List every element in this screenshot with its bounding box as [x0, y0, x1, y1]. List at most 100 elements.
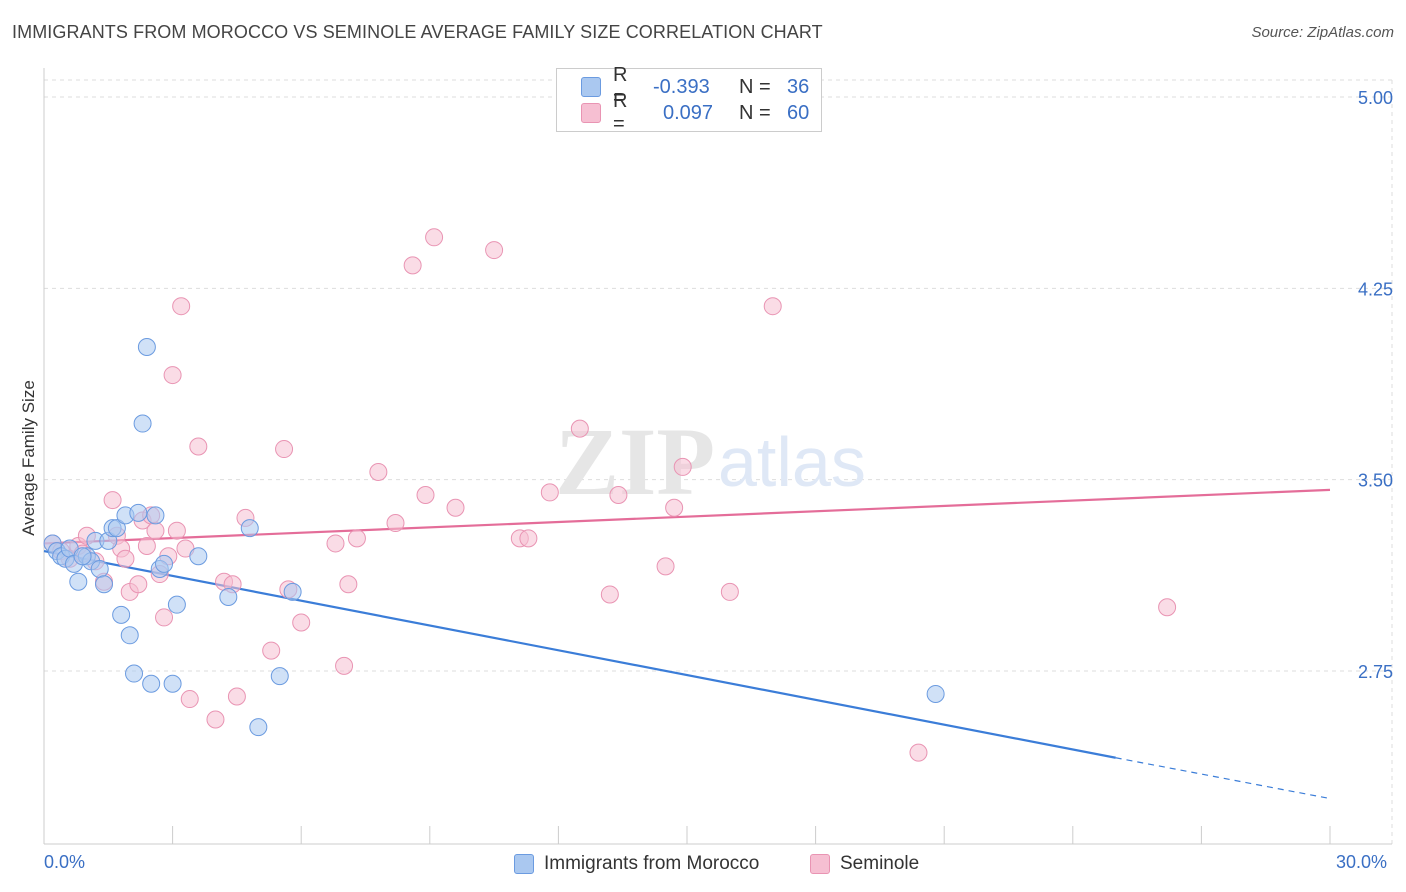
point-morocco-33: [283, 582, 302, 601]
point-morocco-21: [137, 338, 156, 357]
point-morocco-11: [95, 575, 114, 594]
point-seminole-39: [369, 463, 388, 482]
point-seminole-24: [180, 690, 199, 709]
point-morocco-32: [270, 667, 289, 686]
point-seminole-57: [909, 743, 928, 762]
point-seminole-42: [416, 485, 435, 504]
data-points: [43, 228, 1177, 762]
legend-r-label: R =: [613, 64, 628, 109]
legend-r-value: 0.097: [663, 101, 714, 124]
trend-line-morocco-extension: [1115, 757, 1331, 800]
source-label: Source: ZipAtlas.com: [1251, 24, 1394, 41]
legend-swatch-pink: [581, 103, 601, 123]
legend-row-seminole: R = 0.097 N = 60: [581, 90, 810, 135]
point-morocco-15: [112, 605, 131, 624]
point-morocco-6: [69, 572, 88, 591]
trend-line-morocco: [43, 550, 1116, 759]
point-seminole-41: [403, 256, 422, 275]
point-seminole-35: [326, 534, 345, 553]
axes: [43, 68, 1392, 845]
point-morocco-20: [133, 414, 152, 433]
point-seminole-44: [446, 498, 465, 517]
legend-n-value: 60: [787, 101, 810, 124]
point-seminole-36: [335, 656, 354, 675]
legend-n-label: N =: [739, 101, 771, 124]
trend-line-seminole: [43, 488, 1331, 545]
x-max-label: 30.0%: [1336, 852, 1388, 872]
point-seminole-22: [172, 297, 191, 316]
point-morocco-23: [146, 506, 165, 525]
y-tick-label-1: 3.50: [1358, 471, 1393, 491]
points-seminole: [43, 228, 1177, 762]
point-morocco-26: [163, 674, 182, 693]
bottom-legend-seminole[interactable]: Seminole: [810, 852, 919, 876]
point-seminole-43: [425, 228, 444, 247]
point-seminole-32: [275, 440, 294, 459]
chart-title: IMMIGRANTS FROM MOROCCO VS SEMINOLE AVER…: [12, 22, 823, 42]
legend-r-value: -0.393: [653, 75, 710, 98]
point-seminole-45: [485, 241, 504, 260]
legend-r-label: R =: [613, 90, 628, 135]
point-morocco-30: [240, 519, 259, 538]
point-morocco-14: [107, 519, 126, 538]
point-seminole-58: [1158, 598, 1177, 617]
legend-n-label: N =: [739, 75, 771, 98]
point-seminole-20: [163, 366, 182, 385]
bottom-legend-morocco[interactable]: Immigrants from Morocco: [514, 852, 759, 876]
legend-row-morocco: R = -0.393 N = 36: [581, 64, 810, 109]
point-seminole-29: [227, 687, 246, 706]
point-morocco-18: [125, 664, 144, 683]
point-seminole-34: [292, 613, 311, 632]
point-seminole-51: [609, 485, 628, 504]
bottom-legend-swatch-pink: [810, 854, 830, 874]
point-seminole-10: [116, 549, 135, 568]
correlation-legend: R = -0.393 N = 36 R = 0.097 N = 60: [556, 64, 822, 135]
point-seminole-53: [665, 498, 684, 517]
legend-swatch-blue: [581, 77, 601, 97]
point-seminole-12: [129, 575, 148, 594]
point-seminole-54: [673, 457, 692, 476]
watermark: ZIP atlas: [555, 408, 866, 515]
legend-n-value: 36: [787, 75, 810, 98]
point-seminole-47: [519, 529, 538, 548]
point-seminole-55: [720, 582, 739, 601]
y-tick-labels: 2.75 3.50 4.25 5.00: [1358, 88, 1393, 682]
point-seminole-14: [137, 536, 156, 555]
point-seminole-16: [146, 521, 165, 540]
point-morocco-31: [249, 718, 268, 737]
points-morocco: [43, 338, 945, 737]
y-tick-label-3: 5.00: [1358, 88, 1393, 108]
point-morocco-28: [189, 547, 208, 566]
point-seminole-52: [656, 557, 675, 576]
point-seminole-37: [339, 575, 358, 594]
x-min-label: 0.0%: [44, 852, 86, 872]
bottom-legend-label-seminole: Seminole: [840, 853, 920, 874]
point-seminole-18: [155, 608, 174, 627]
point-seminole-21: [167, 521, 186, 540]
point-morocco-25: [155, 554, 174, 573]
point-seminole-50: [600, 585, 619, 604]
watermark-atlas: atlas: [718, 423, 866, 501]
point-morocco-35: [73, 547, 92, 566]
point-morocco-27: [167, 595, 186, 614]
bottom-legend-swatch-blue: [514, 854, 534, 874]
y-tick-label-2: 4.25: [1358, 279, 1393, 299]
point-morocco-34: [926, 684, 945, 703]
point-seminole-25: [189, 437, 208, 456]
point-seminole-26: [206, 710, 225, 729]
y-tick-label-0: 2.75: [1358, 662, 1393, 682]
point-morocco-19: [129, 503, 148, 522]
point-seminole-56: [763, 297, 782, 316]
point-seminole-38: [347, 529, 366, 548]
point-seminole-31: [262, 641, 281, 660]
point-seminole-7: [103, 491, 122, 510]
point-seminole-40: [386, 514, 405, 533]
point-seminole-49: [570, 419, 589, 438]
bottom-legend-label-morocco: Immigrants from Morocco: [544, 853, 760, 874]
y-axis-label: Average Family Size: [19, 380, 38, 536]
point-morocco-22: [142, 674, 161, 693]
trend-lines: [43, 488, 1331, 800]
point-morocco-10: [90, 559, 109, 578]
point-seminole-48: [540, 483, 559, 502]
